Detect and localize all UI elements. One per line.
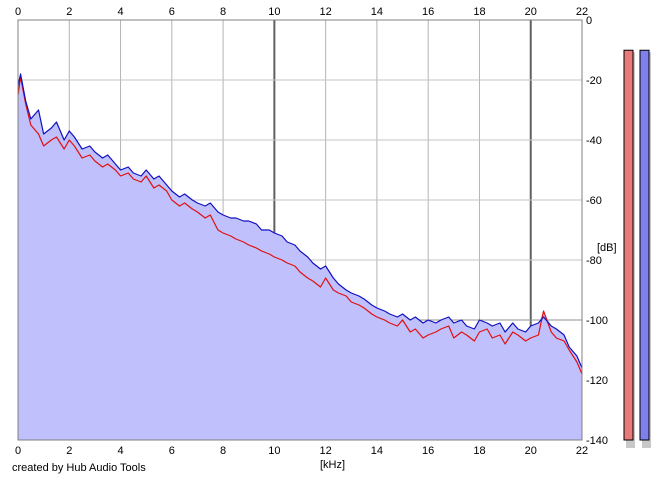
x-tick-label-top: 2: [66, 6, 72, 18]
level-meter-1: [623, 49, 634, 441]
x-tick-label-top: 22: [576, 6, 588, 18]
y-tick-label: -40: [586, 135, 602, 147]
y-axis-label: [dB]: [597, 242, 617, 254]
x-tick-label-bottom: 12: [320, 445, 332, 457]
level-meter-2: [639, 49, 650, 441]
x-tick-label-bottom: 8: [220, 445, 226, 457]
credit-text: created by Hub Audio Tools: [12, 462, 146, 474]
x-tick-label-top: 4: [117, 6, 123, 18]
x-tick-label-top: 12: [320, 6, 332, 18]
x-tick-labels-bottom: 0 2 4 6 8 10 12 14 16 18 20 22: [15, 445, 588, 457]
plot-frame: [17, 19, 583, 441]
spectrum-fill-area: [18, 74, 582, 440]
x-axis-label: [kHz]: [320, 459, 345, 471]
y-tick-label: 0: [586, 15, 592, 27]
level-meters: [623, 49, 651, 449]
y-tick-label: -20: [586, 75, 602, 87]
x-tick-label-bottom: 18: [473, 445, 485, 457]
y-tick-label: -60: [586, 195, 602, 207]
x-tick-labels-top: 0 2 4 6 8 10 12 14 16 18 20 22: [15, 6, 588, 18]
x-tick-label-top: 20: [525, 6, 537, 18]
x-tick-label-top: 14: [371, 6, 383, 18]
x-tick-label-top: 0: [15, 6, 21, 18]
x-tick-label-top: 18: [473, 6, 485, 18]
x-tick-label-bottom: 10: [268, 445, 280, 457]
x-tick-label-bottom: 14: [371, 445, 383, 457]
x-tick-label-top: 16: [422, 6, 434, 18]
series-line-2: [17, 73, 583, 369]
y-tick-label: -80: [586, 255, 602, 267]
x-tick-label-bottom: 6: [169, 445, 175, 457]
x-tick-label-bottom: 4: [117, 445, 123, 457]
x-tick-label-top: 10: [268, 6, 280, 18]
y-tick-label: -100: [586, 315, 608, 327]
series-line-1: [17, 76, 583, 375]
x-tick-label-top: 8: [220, 6, 226, 18]
x-tick-label-bottom: 16: [422, 445, 434, 457]
y-tick-label: -120: [586, 375, 608, 387]
x-tick-label-bottom: 20: [525, 445, 537, 457]
x-tick-label-bottom: 2: [66, 445, 72, 457]
y-tick-label: -140: [586, 435, 608, 447]
x-tick-label-top: 6: [169, 6, 175, 18]
x-tick-label-bottom: 0: [15, 445, 21, 457]
y-tick-labels: 0 -20 -40 -60 -80 -100 -120 -140: [586, 15, 608, 447]
series-layer: [17, 73, 583, 375]
x-tick-label-bottom: 22: [576, 445, 588, 457]
